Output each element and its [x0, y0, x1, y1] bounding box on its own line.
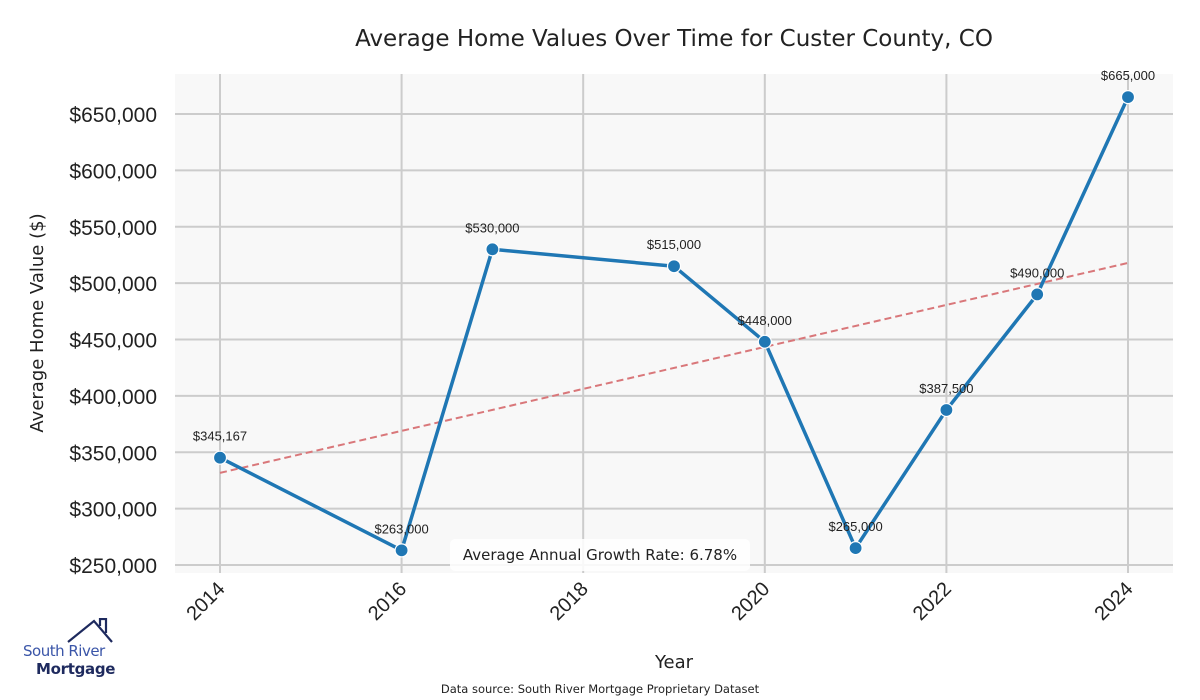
data-labels: $345,167 $263,000 $530,000 $515,000 $448,000… — [193, 68, 1155, 536]
data-label: $490,000 — [1010, 265, 1064, 280]
y-tick-label: $350,000 — [69, 442, 157, 465]
data-label: $345,167 — [193, 429, 247, 444]
y-tick-labels: $250,000 $300,000 $350,000 $400,000 $450,000… — [69, 104, 157, 578]
annotation-box — [450, 539, 750, 571]
annotation-text: Average Annual Growth Rate: 6.78% — [463, 546, 737, 564]
data-label: $265,000 — [828, 519, 882, 534]
x-tick-label: 2014 — [183, 578, 230, 625]
x-tick-label: 2024 — [1091, 578, 1138, 625]
data-points — [212, 89, 1136, 558]
company-logo: South River Mortgage — [18, 618, 128, 682]
trend-line — [219, 261, 1129, 474]
data-label: $387,500 — [919, 381, 973, 396]
y-tick-label: $500,000 — [69, 273, 157, 296]
y-axis-label: Average Home Value ($) — [27, 213, 48, 432]
y-tick-label: $600,000 — [69, 160, 157, 183]
data-point — [757, 334, 772, 349]
y-tick-label: $650,000 — [69, 104, 157, 127]
chart-title: Average Home Values Over Time for Custer… — [355, 26, 993, 52]
data-point — [394, 543, 409, 558]
x-tick-labels: 2014 2016 2018 2020 2022 2024 — [183, 578, 1138, 625]
data-point — [1030, 287, 1045, 302]
logo-text-south-river: South River — [23, 642, 105, 660]
x-axis-label: Year — [654, 652, 694, 673]
data-point — [939, 402, 954, 418]
data-point — [1120, 89, 1136, 105]
x-tick-label: 2022 — [909, 578, 956, 625]
y-tick-label: $250,000 — [69, 555, 157, 578]
logo-text-mortgage: Mortgage — [36, 660, 116, 678]
x-tick-label: 2016 — [364, 578, 411, 625]
data-source-footnote: Data source: South River Mortgage Propri… — [441, 682, 760, 696]
data-point — [212, 450, 228, 465]
data-label: $448,000 — [738, 313, 792, 328]
x-tick-label: 2018 — [546, 578, 593, 625]
data-label: $665,000 — [1101, 68, 1155, 83]
x-tick-label: 2020 — [727, 578, 774, 625]
y-tick-label: $550,000 — [69, 217, 157, 240]
data-point — [485, 242, 500, 257]
house-roof-icon — [67, 618, 113, 643]
y-gridlines — [175, 113, 1173, 566]
data-label: $263,000 — [374, 521, 428, 536]
data-label: $530,000 — [465, 220, 519, 235]
data-point — [666, 259, 682, 274]
data-label: $515,000 — [647, 237, 701, 252]
plot-area — [175, 74, 1173, 573]
y-tick-label: $400,000 — [69, 386, 157, 409]
y-tick-label: $300,000 — [69, 499, 157, 522]
growth-rate-annotation: Average Annual Growth Rate: 6.78% — [450, 539, 750, 571]
data-point — [848, 540, 863, 556]
y-tick-label: $450,000 — [69, 330, 157, 353]
x-gridlines — [219, 74, 1129, 573]
